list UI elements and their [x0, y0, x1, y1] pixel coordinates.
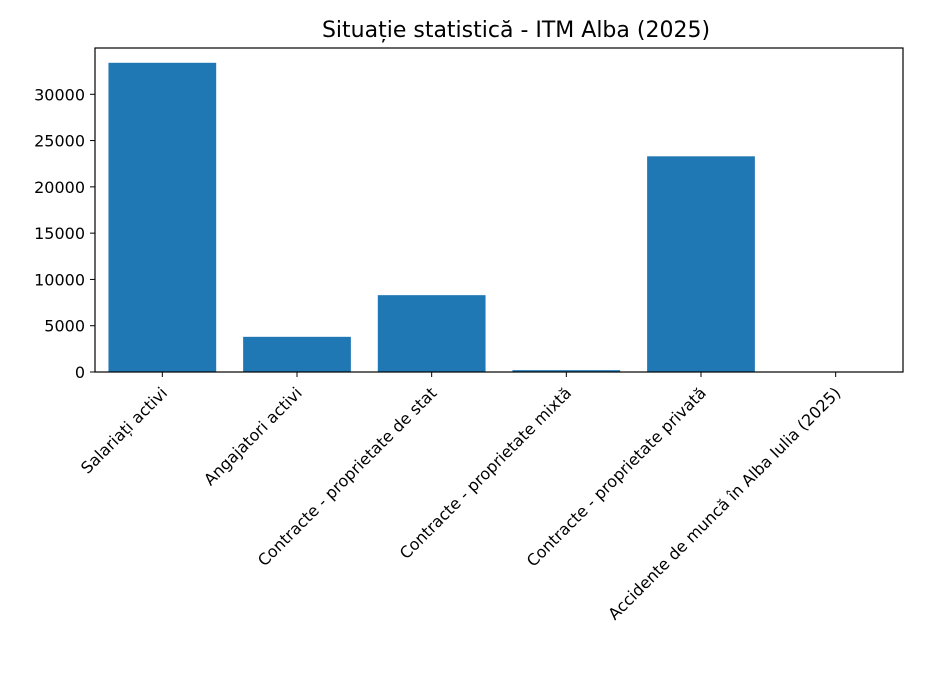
bars-group: [108, 62, 890, 372]
y-tick-label: 15000: [34, 224, 85, 243]
y-tick-label: 10000: [34, 270, 85, 289]
y-tick-label: 25000: [34, 132, 85, 151]
plot-frame: [94, 47, 904, 373]
chart-title: Situație statistică - ITM Alba (2025): [322, 18, 710, 43]
x-tick-label: Angajatori activi: [200, 383, 306, 489]
y-tick-label: 5000: [44, 317, 85, 336]
x-axis: Salariați activi Angajatori activiContrac…: [77, 372, 844, 624]
x-tick-label: Accidente de muncă în Alba Iulia (2025): [604, 383, 844, 623]
bar: [647, 156, 755, 372]
bar: [243, 336, 351, 372]
bar: [377, 295, 486, 372]
x-tick-label: Salariați activi: [77, 383, 171, 477]
y-tick-label: 30000: [34, 85, 85, 104]
bar: [512, 370, 621, 372]
y-tick-label: 20000: [34, 178, 85, 197]
y-axis: 0 5000 10000 15000 20000 25000 30000: [34, 85, 95, 382]
bar: [108, 62, 217, 372]
y-tick-label: 0: [75, 363, 85, 382]
